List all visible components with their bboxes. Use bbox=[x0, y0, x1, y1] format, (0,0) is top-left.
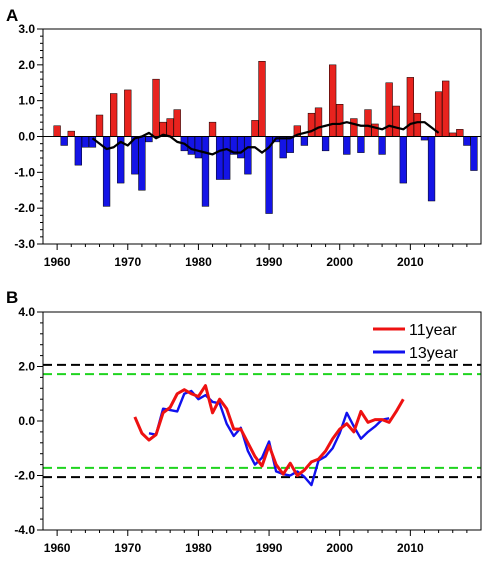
panel-b-y-tick-label: -2.0 bbox=[14, 469, 35, 483]
legend-label-13year: 13year bbox=[409, 345, 459, 362]
panel-a-x-tick-label: 2010 bbox=[397, 255, 424, 269]
bar bbox=[364, 109, 372, 137]
bar bbox=[307, 112, 316, 137]
bar bbox=[67, 130, 75, 137]
panel-a-x-tick-label: 1970 bbox=[114, 255, 141, 269]
bar bbox=[350, 118, 358, 137]
bar bbox=[74, 136, 82, 166]
bar bbox=[152, 78, 160, 137]
bar bbox=[237, 136, 245, 159]
panel-b-y-axis: -4.0 -2.0 0.0 2.0 4.0 bbox=[14, 305, 43, 537]
panel-b-y-tick-label: -4.0 bbox=[14, 523, 35, 537]
bar bbox=[321, 136, 330, 152]
panel-b-x-tick-label: 1960 bbox=[44, 541, 71, 555]
panel-b-x-tick-label: 1980 bbox=[185, 541, 212, 555]
bar bbox=[53, 125, 61, 137]
bar bbox=[314, 107, 323, 137]
panel-b: B -4.0 -2.0 0.0 2.0 4.0 1960 1970 1980 1990 2000… bbox=[6, 288, 482, 555]
bar bbox=[406, 77, 414, 137]
bar bbox=[124, 89, 132, 137]
bar bbox=[399, 136, 407, 184]
bar bbox=[427, 136, 436, 202]
bar bbox=[385, 82, 393, 137]
bar bbox=[300, 136, 309, 146]
panel-a-y-tick-label: -2.0 bbox=[14, 201, 35, 215]
bar bbox=[223, 136, 231, 180]
bar bbox=[420, 136, 429, 141]
panel-a-y-tick-label: -1.0 bbox=[14, 165, 35, 179]
bar bbox=[110, 93, 118, 137]
bar bbox=[413, 112, 422, 137]
bar bbox=[95, 114, 104, 137]
panel-a-x-tick-label: 1980 bbox=[185, 255, 212, 269]
bar bbox=[456, 129, 464, 137]
panel-b-x-axis: 1960 1970 1980 1990 2000 2010 bbox=[44, 530, 468, 555]
panel-b-y-tick-label: 0.0 bbox=[18, 414, 35, 428]
panel-a-y-tick-label: 2.0 bbox=[18, 58, 35, 72]
panel-a-trend-line bbox=[91, 121, 440, 156]
bar bbox=[244, 136, 252, 175]
panel-a-y-tick-label: 0.0 bbox=[18, 130, 35, 144]
bar bbox=[442, 80, 450, 137]
legend-label-11year: 11year bbox=[409, 322, 457, 339]
bar bbox=[378, 136, 386, 155]
panel-a-y-tick-label: -3.0 bbox=[14, 237, 35, 251]
panel-a-x-tick-label: 1960 bbox=[44, 255, 71, 269]
panel-b-x-tick-label: 2000 bbox=[326, 541, 353, 555]
panel-a-bars bbox=[53, 61, 478, 214]
series-line-11year bbox=[133, 384, 405, 477]
panel-a-y-tick-label: 3.0 bbox=[18, 22, 35, 36]
bar bbox=[392, 105, 400, 137]
bar bbox=[258, 61, 266, 137]
bar bbox=[81, 136, 90, 148]
bar bbox=[463, 136, 471, 146]
panel-b-x-tick-label: 1970 bbox=[114, 541, 141, 555]
bar bbox=[470, 136, 478, 171]
bar bbox=[194, 136, 203, 159]
panel-b-y-tick-label: 4.0 bbox=[18, 305, 35, 319]
panel-a-label: A bbox=[6, 6, 18, 25]
bar bbox=[251, 120, 259, 137]
bar bbox=[88, 136, 97, 148]
panel-b-x-tick-label: 1990 bbox=[256, 541, 283, 555]
bar bbox=[357, 136, 365, 153]
series-line-13year bbox=[148, 389, 390, 487]
panel-a-x-axis: 1960 1970 1980 1990 2000 2010 bbox=[44, 244, 468, 269]
bar bbox=[201, 136, 210, 207]
bar bbox=[279, 136, 287, 159]
panel-b-y-tick-label: 2.0 bbox=[18, 360, 35, 374]
panel-b-reference-lines bbox=[43, 363, 481, 479]
panel-a-y-axis: -3.0 -2.0 -1.0 0.0 1.0 2.0 3.0 bbox=[14, 22, 43, 251]
panel-a-x-tick-label: 1990 bbox=[256, 255, 283, 269]
bar bbox=[329, 64, 337, 137]
panel-a-x-tick-label: 2000 bbox=[326, 255, 353, 269]
bar bbox=[449, 132, 457, 137]
bar bbox=[343, 136, 351, 155]
panel-b-series bbox=[133, 384, 405, 487]
bar bbox=[138, 136, 146, 191]
panel-a-y-tick-label: 1.0 bbox=[18, 94, 35, 108]
bar bbox=[208, 121, 217, 137]
bar bbox=[145, 136, 153, 143]
bar bbox=[336, 104, 344, 137]
panel-b-x-tick-label: 2010 bbox=[397, 541, 424, 555]
moving-average-line bbox=[91, 121, 440, 156]
bar bbox=[187, 136, 195, 155]
bar bbox=[60, 136, 68, 146]
legend: 11year 13year bbox=[373, 322, 459, 362]
bar bbox=[215, 136, 224, 180]
panel-a: A -3.0-2.0-1.00.01.02.03.0 1960 1970 1980 1… bbox=[6, 6, 482, 269]
bar bbox=[173, 109, 181, 137]
bar bbox=[166, 118, 174, 137]
panel-b-label: B bbox=[6, 288, 18, 307]
